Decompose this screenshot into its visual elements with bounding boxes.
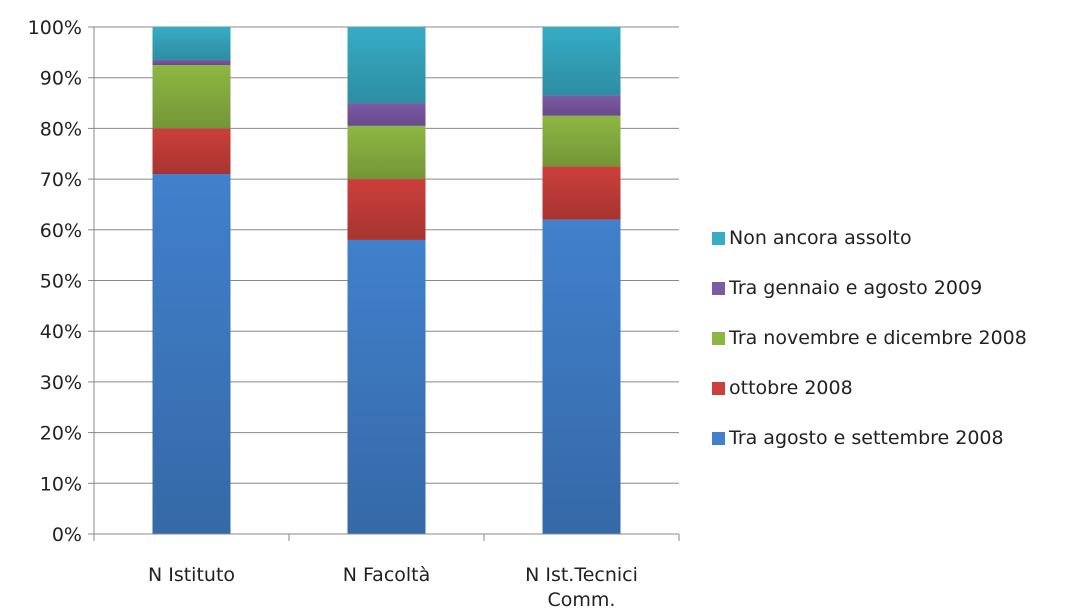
- legend-item: Non ancora assolto: [712, 213, 1027, 263]
- bar-segment: [347, 239, 426, 534]
- legend-item: ottobre 2008: [712, 363, 1027, 413]
- bars: [152, 27, 621, 534]
- legend-label: Tra agosto e settembre 2008: [729, 427, 1004, 449]
- legend-label: ottobre 2008: [729, 377, 853, 399]
- legend-swatch: [712, 381, 725, 395]
- bar-segment: [542, 166, 621, 220]
- x-tick-label: N Istituto: [148, 564, 235, 586]
- y-tick-label: 90%: [40, 68, 82, 90]
- bar-segment: [152, 27, 231, 60]
- legend-swatch: [712, 231, 725, 245]
- y-tick-label: 60%: [40, 220, 82, 242]
- y-tick-label: 70%: [40, 169, 82, 191]
- y-axis-tick-labels: 0% 10% 20% 30% 40% 50% 60% 70% 80% 90% 100%: [28, 17, 82, 546]
- legend-label: Tra novembre e dicembre 2008: [729, 327, 1027, 349]
- x-axis-tick-labels: N Istituto N Facoltà N Ist.Tecnici Comm.: [148, 564, 638, 611]
- legend-item: Tra agosto e settembre 2008: [712, 413, 1027, 463]
- bar-segment: [347, 103, 426, 126]
- legend-label: Tra gennaio e agosto 2009: [729, 277, 983, 299]
- legend-label: Non ancora assolto: [729, 227, 912, 249]
- y-tick-label: 100%: [28, 17, 82, 39]
- bar-segment: [152, 128, 231, 175]
- y-tick-label: 20%: [40, 423, 82, 445]
- y-tick-label: 80%: [40, 118, 82, 140]
- x-tick-label: N Facoltà: [343, 564, 431, 586]
- x-tick-label: N Ist.Tecnici Comm.: [525, 564, 638, 611]
- legend-swatch: [712, 431, 725, 445]
- bar-segment: [542, 27, 621, 96]
- bar-segment: [152, 65, 231, 129]
- legend-item: Tra novembre e dicembre 2008: [712, 313, 1027, 363]
- axes: [88, 26, 680, 541]
- bar-segment: [347, 179, 426, 240]
- legend-swatch: [712, 281, 725, 295]
- y-tick-label: 10%: [40, 473, 82, 495]
- y-tick-label: 30%: [40, 372, 82, 394]
- legend-item: Tra gennaio e agosto 2009: [712, 263, 1027, 313]
- bar-segment: [347, 125, 426, 180]
- legend-swatch: [712, 331, 725, 345]
- y-tick-label: 50%: [40, 271, 82, 293]
- bar-segment: [152, 174, 231, 534]
- bar-segment: [152, 59, 231, 66]
- legend: Non ancora assolto Tra gennaio e agosto 2…: [712, 213, 1027, 463]
- bar-segment: [542, 115, 621, 167]
- bar-segment: [542, 95, 621, 116]
- bar-segment: [542, 219, 621, 534]
- bar-segment: [347, 27, 426, 104]
- y-tick-label: 40%: [40, 321, 82, 343]
- y-tick-label: 0%: [52, 524, 82, 546]
